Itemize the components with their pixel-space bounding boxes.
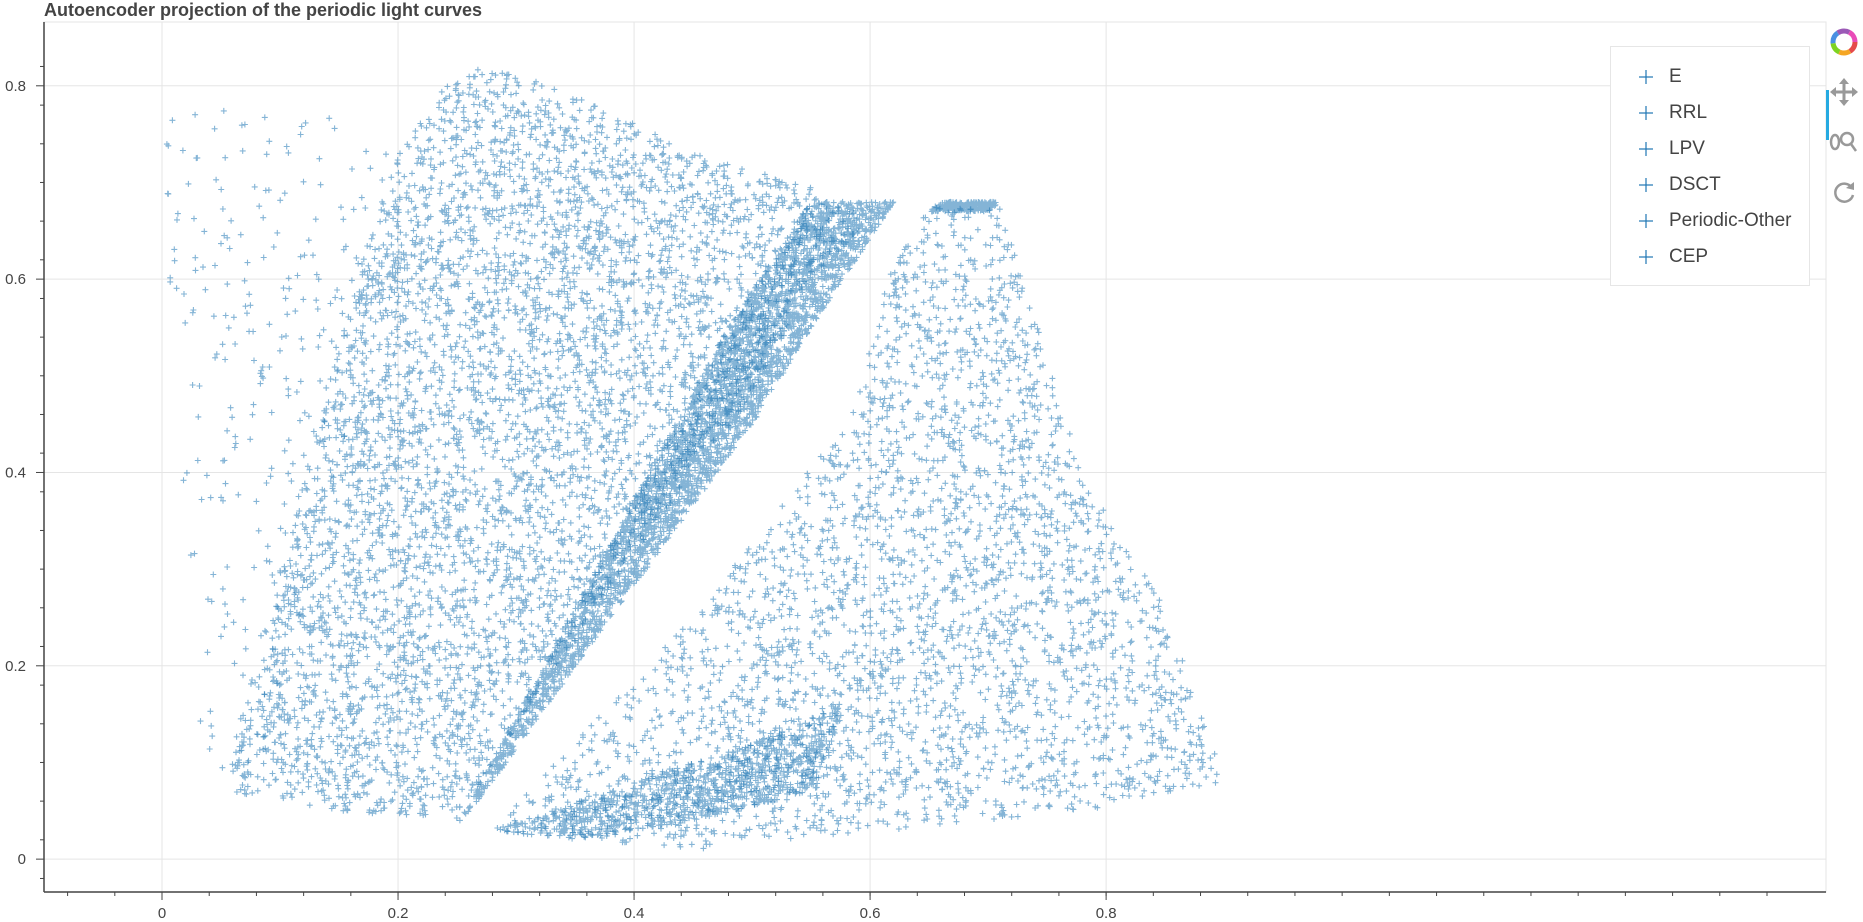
x-tick-label: 0.6 (860, 905, 881, 922)
legend-label: E (1669, 66, 1682, 87)
series-points-lpv (163, 107, 389, 775)
legend-label: Periodic-Other (1669, 210, 1792, 231)
legend-item[interactable]: RRL (1611, 95, 1809, 131)
y-tick-label: 0.2 (5, 658, 26, 675)
grid-lines (43, 21, 1827, 893)
wheel-zoom-icon[interactable] (1828, 126, 1860, 158)
legend-marker-icon (1637, 104, 1655, 122)
series-points-rrl (456, 198, 897, 824)
legend-item[interactable]: Periodic-Other (1611, 203, 1809, 239)
legend-label: RRL (1669, 102, 1708, 123)
legend-marker-icon (1637, 176, 1655, 194)
bokeh-logo-icon[interactable] (1828, 26, 1860, 58)
legend: E RRL LPV DSCT Periodic-Other CEP (1610, 46, 1810, 286)
legend-marker-icon (1637, 212, 1655, 230)
series-points-dsct (500, 709, 843, 842)
x-tick-label: 0 (158, 905, 166, 922)
series-points-periodic-other (494, 204, 1220, 852)
legend-marker-icon (1637, 140, 1655, 158)
y-tick-label: 0 (18, 851, 26, 868)
reset-icon[interactable] (1828, 176, 1860, 208)
series-points-e (229, 66, 862, 821)
axes: 0 0.2 0.4 0.6 0.8 0 0.2 0.4 0.6 0.8 (5, 22, 1826, 922)
y-tick-label: 0.8 (5, 78, 26, 95)
legend-item[interactable]: E (1611, 59, 1809, 95)
data-points (163, 66, 1220, 852)
plot-frame (43, 21, 1827, 893)
legend-marker-icon (1637, 68, 1655, 86)
pan-icon[interactable] (1828, 76, 1860, 108)
legend-item[interactable]: CEP (1611, 239, 1809, 275)
legend-item[interactable]: DSCT (1611, 167, 1809, 203)
series-points-cep (928, 198, 999, 215)
legend-label: CEP (1669, 246, 1709, 267)
toolbar (1826, 24, 1863, 214)
legend-label: LPV (1669, 138, 1705, 159)
active-tool-indicator (1826, 90, 1829, 140)
x-tick-label: 0.4 (624, 905, 645, 922)
chart-title: Autoencoder projection of the periodic l… (44, 0, 483, 20)
y-tick-label: 0.6 (5, 271, 26, 288)
legend-item[interactable]: LPV (1611, 131, 1809, 167)
x-tick-label: 0.2 (388, 905, 409, 922)
x-tick-label: 0.8 (1096, 905, 1117, 922)
legend-label: DSCT (1669, 174, 1721, 195)
y-tick-label: 0.4 (5, 464, 26, 481)
legend-marker-icon (1637, 248, 1655, 266)
